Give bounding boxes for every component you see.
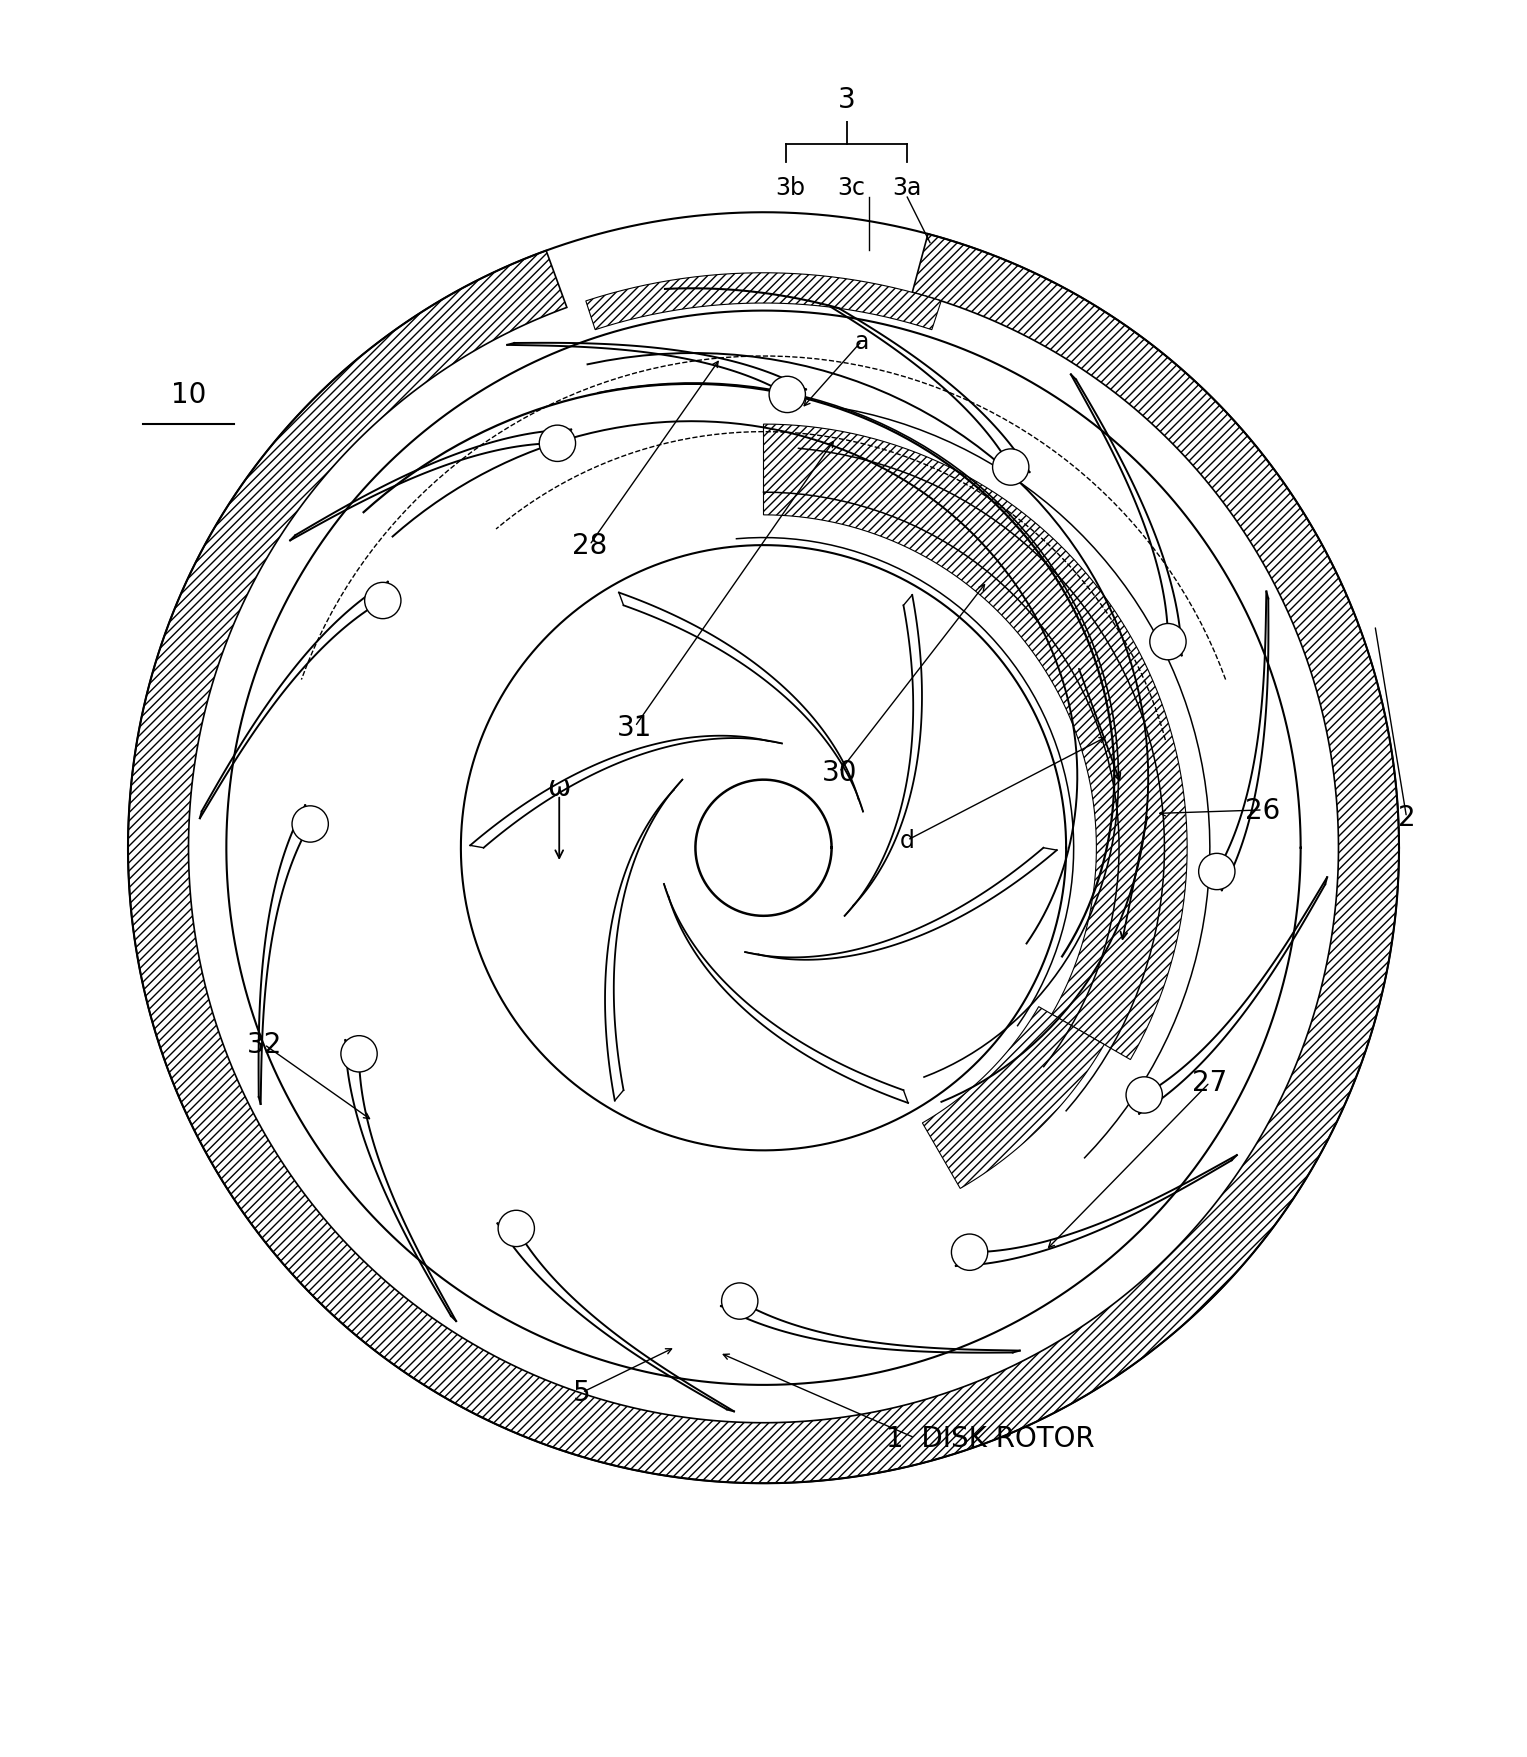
Text: 3a: 3a — [893, 176, 922, 199]
Circle shape — [951, 1235, 988, 1270]
Polygon shape — [128, 235, 1399, 1483]
Text: 10: 10 — [171, 381, 206, 409]
Text: 5: 5 — [573, 1379, 591, 1407]
Circle shape — [292, 806, 328, 843]
Polygon shape — [764, 425, 1186, 1059]
Circle shape — [341, 1037, 377, 1072]
Text: d: d — [899, 829, 915, 852]
Circle shape — [722, 1283, 757, 1320]
Circle shape — [1150, 624, 1186, 661]
Text: 31: 31 — [617, 713, 652, 741]
Circle shape — [498, 1211, 534, 1247]
Text: 28: 28 — [573, 532, 608, 560]
Text: 3c: 3c — [837, 176, 866, 199]
Text: 26: 26 — [1245, 796, 1281, 824]
Circle shape — [993, 450, 1029, 487]
Text: 32: 32 — [246, 1031, 282, 1059]
Text: 3b: 3b — [776, 176, 806, 199]
Text: 3: 3 — [838, 86, 855, 114]
Text: 1  DISK ROTOR: 1 DISK ROTOR — [886, 1423, 1095, 1451]
Text: 2: 2 — [1397, 805, 1416, 833]
Circle shape — [1125, 1077, 1162, 1114]
Polygon shape — [586, 274, 941, 330]
Circle shape — [1199, 854, 1235, 891]
Circle shape — [539, 425, 576, 462]
Text: ω: ω — [548, 773, 571, 801]
Text: a: a — [855, 330, 869, 353]
Polygon shape — [922, 1007, 1104, 1189]
Text: 30: 30 — [822, 759, 857, 787]
Text: 27: 27 — [1193, 1068, 1228, 1096]
Circle shape — [365, 583, 402, 618]
Circle shape — [770, 378, 805, 413]
